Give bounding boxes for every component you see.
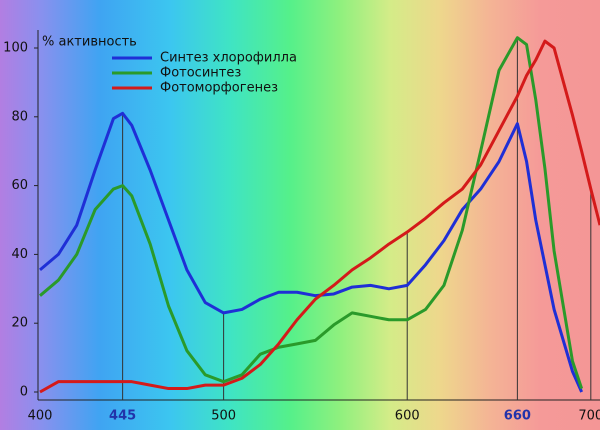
legend-label: Синтез хлорофилла bbox=[160, 51, 297, 66]
y-tick-label: 60 bbox=[11, 178, 28, 193]
y-tick-label: 0 bbox=[20, 385, 28, 400]
x-tick-label: 445 bbox=[109, 409, 136, 424]
y-axis-label: % активность bbox=[42, 35, 137, 50]
y-tick-label: 80 bbox=[11, 109, 28, 124]
series-line bbox=[39, 36, 584, 390]
y-tick-label: 20 bbox=[11, 316, 28, 331]
y-tick-label: 40 bbox=[11, 247, 28, 262]
x-tick-label: 660 bbox=[504, 409, 531, 424]
legend-label: Фотоморфогенез bbox=[160, 81, 278, 96]
y-tick-label: 100 bbox=[3, 41, 28, 56]
series-line bbox=[39, 39, 600, 394]
series-line bbox=[39, 111, 584, 393]
legend-label: Фотосинтез bbox=[160, 66, 241, 81]
x-tick-label: 400 bbox=[28, 409, 53, 424]
x-tick-label: 500 bbox=[211, 409, 236, 424]
x-tick-label: 700 bbox=[578, 409, 600, 424]
x-tick-label: 600 bbox=[395, 409, 420, 424]
